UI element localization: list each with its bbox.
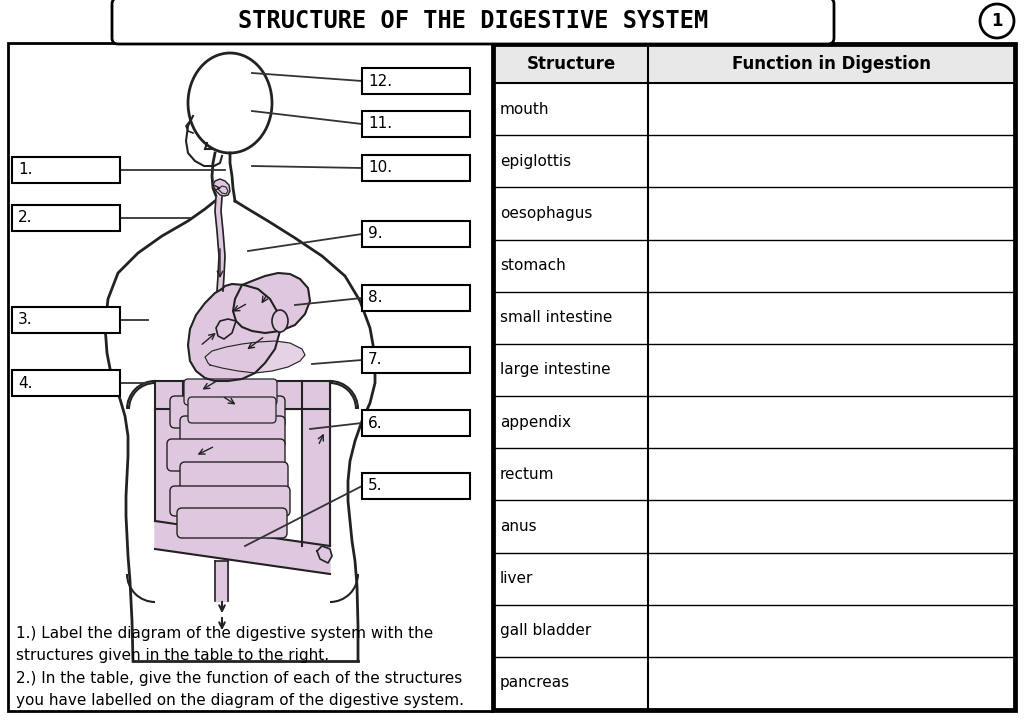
Bar (494, 45, 1014, 83)
Text: appendix: appendix (500, 415, 571, 430)
Text: rectum: rectum (500, 466, 555, 482)
Polygon shape (213, 179, 230, 196)
FancyBboxPatch shape (170, 486, 290, 516)
Text: 8.: 8. (368, 291, 383, 306)
Text: 4.: 4. (18, 376, 33, 391)
Text: STRUCTURE OF THE DIGESTIVE SYSTEM: STRUCTURE OF THE DIGESTIVE SYSTEM (238, 9, 709, 33)
Text: 5.: 5. (368, 479, 383, 493)
Bar (362, 155, 470, 181)
Text: epiglottis: epiglottis (500, 154, 571, 169)
FancyBboxPatch shape (177, 508, 287, 538)
Polygon shape (215, 561, 220, 601)
Polygon shape (215, 197, 225, 291)
Polygon shape (317, 546, 332, 563)
Text: gall bladder: gall bladder (500, 623, 591, 638)
FancyBboxPatch shape (170, 396, 285, 428)
Bar (362, 347, 470, 373)
Bar (362, 473, 470, 499)
Polygon shape (302, 381, 330, 546)
Bar (362, 111, 470, 137)
Text: Structure: Structure (526, 55, 615, 73)
Ellipse shape (188, 53, 272, 153)
Text: oesophagus: oesophagus (500, 206, 592, 221)
Text: 2.: 2. (18, 211, 33, 226)
Text: stomach: stomach (500, 258, 565, 273)
Text: anus: anus (500, 519, 537, 534)
Text: 9.: 9. (368, 226, 383, 242)
Polygon shape (155, 521, 330, 574)
Text: large intestine: large intestine (500, 363, 610, 377)
Polygon shape (188, 284, 280, 381)
FancyBboxPatch shape (184, 379, 278, 405)
Bar (12, 157, 120, 183)
Polygon shape (218, 186, 228, 194)
Bar (362, 221, 470, 247)
FancyBboxPatch shape (180, 462, 288, 494)
Bar (362, 68, 470, 94)
Text: 7.: 7. (368, 353, 383, 368)
Ellipse shape (272, 310, 288, 332)
Text: mouth: mouth (500, 102, 550, 117)
Polygon shape (155, 381, 183, 521)
FancyBboxPatch shape (112, 0, 834, 44)
FancyBboxPatch shape (167, 439, 285, 471)
Bar (12, 307, 120, 333)
Text: small intestine: small intestine (500, 310, 612, 325)
Polygon shape (216, 319, 236, 339)
Bar (12, 370, 120, 396)
Text: 1.: 1. (18, 162, 33, 177)
Polygon shape (220, 561, 228, 601)
Text: 1: 1 (991, 12, 1002, 30)
FancyBboxPatch shape (180, 416, 285, 448)
Text: 11.: 11. (368, 117, 392, 131)
Text: pancreas: pancreas (500, 676, 570, 691)
FancyBboxPatch shape (188, 397, 276, 423)
Text: 10.: 10. (368, 161, 392, 175)
Bar (362, 410, 470, 436)
Text: 12.: 12. (368, 74, 392, 89)
Text: 6.: 6. (368, 415, 383, 430)
Bar (362, 285, 470, 311)
Polygon shape (205, 341, 305, 373)
Polygon shape (155, 381, 330, 409)
Text: 1.) Label the diagram of the digestive system with the
structures given in the t: 1.) Label the diagram of the digestive s… (16, 626, 433, 663)
Bar (12, 205, 120, 231)
Text: Function in Digestion: Function in Digestion (731, 55, 931, 73)
Text: liver: liver (500, 571, 534, 586)
Bar (494, 45, 1014, 709)
Text: 3.: 3. (18, 312, 33, 327)
Circle shape (980, 4, 1014, 38)
Text: 2.) In the table, give the function of each of the structures
you have labelled : 2.) In the table, give the function of e… (16, 671, 464, 708)
Polygon shape (233, 273, 310, 333)
